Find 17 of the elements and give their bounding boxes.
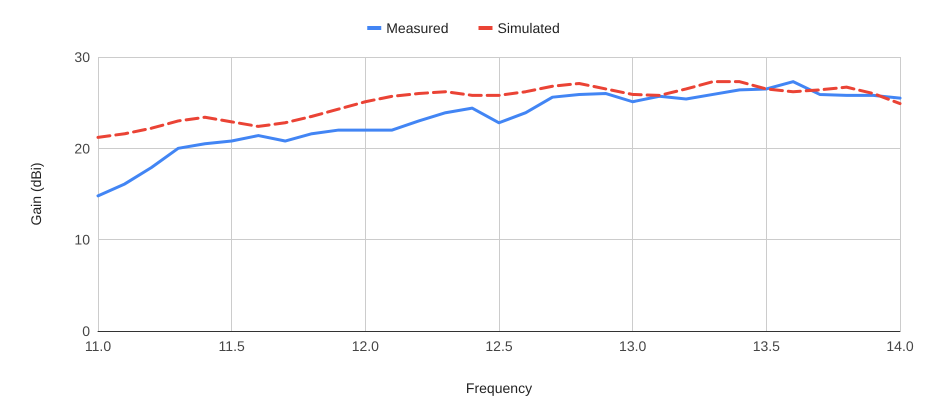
legend-label: Measured bbox=[386, 20, 449, 36]
y-tick-label: 20 bbox=[74, 140, 90, 156]
x-tick-label: 11.5 bbox=[218, 338, 245, 354]
legend-label: Simulated bbox=[498, 20, 560, 36]
x-tick-label: 13.5 bbox=[752, 338, 780, 354]
line-series bbox=[96, 80, 902, 139]
y-tick-label: 30 bbox=[74, 49, 90, 65]
line-series bbox=[96, 80, 902, 198]
y-tick-label: 0 bbox=[82, 323, 90, 339]
x-tick-label: 14.0 bbox=[886, 338, 914, 354]
x-axis-title: Frequency bbox=[466, 380, 532, 396]
x-tick-label: 12.5 bbox=[485, 338, 513, 354]
y-tick-label: 10 bbox=[74, 232, 90, 248]
x-tick-label: 12.0 bbox=[352, 338, 380, 354]
x-tick-label: 11.0 bbox=[84, 338, 112, 354]
x-tick-label: 13.0 bbox=[619, 338, 647, 354]
y-axis-title: Gain (dBi) bbox=[28, 162, 44, 226]
